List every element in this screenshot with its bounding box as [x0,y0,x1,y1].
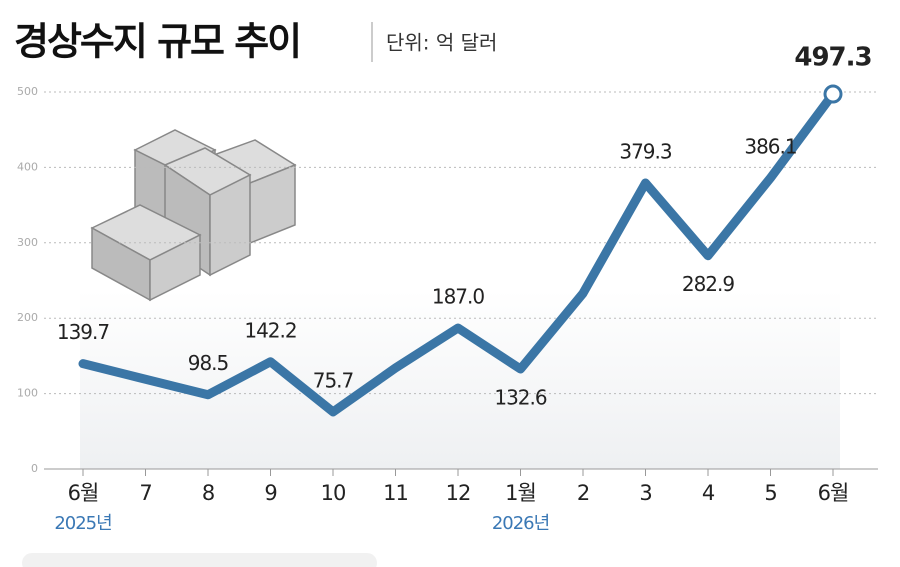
footer-bar [22,553,377,567]
x-tick-label: 3 [639,481,651,505]
value-label: 98.5 [188,351,229,375]
value-label: 142.2 [244,318,296,342]
value-label: 282.9 [682,272,735,296]
end-point [823,84,843,104]
x-tick-label: 5 [764,481,776,505]
y-tick-label: 200 [17,311,38,324]
value-label: 379.3 [619,140,672,164]
x-tick-label: 6월 [68,481,99,505]
y-tick-label: 0 [31,462,38,475]
x-tick-label: 8 [202,481,214,505]
x-sublabel: 2025년 [54,513,111,534]
x-tick-label: 4 [702,481,715,505]
value-label: 132.6 [494,386,547,410]
y-tick-label: 500 [17,85,38,98]
plot-shade [80,290,840,469]
value-label: 187.0 [432,285,485,309]
unit-label: 단위: 억 달러 [386,31,497,55]
x-tick-label: 12 [446,481,471,505]
value-label: 139.7 [57,320,110,344]
money-icon [90,129,297,302]
x-tick-label: 1월 [505,481,536,505]
data-line [78,89,838,417]
value-label: 75.7 [313,368,354,392]
x-tick-label: 7 [139,481,151,505]
x-tick-label: 11 [383,481,408,505]
value-label: 497.3 [794,43,871,73]
x-tick-label: 9 [264,481,276,505]
x-tick-label: 10 [321,481,346,505]
value-label: 386.1 [744,134,796,158]
x-tick-label: 2 [577,481,589,505]
y-tick-label: 300 [17,236,38,249]
x-sublabel: 2026년 [492,513,549,534]
y-tick-label: 400 [17,160,38,173]
chart-title: 경상수지 규모 추이 [14,20,300,64]
y-tick-label: 100 [17,387,38,400]
x-tick-label: 6월 [818,481,849,505]
